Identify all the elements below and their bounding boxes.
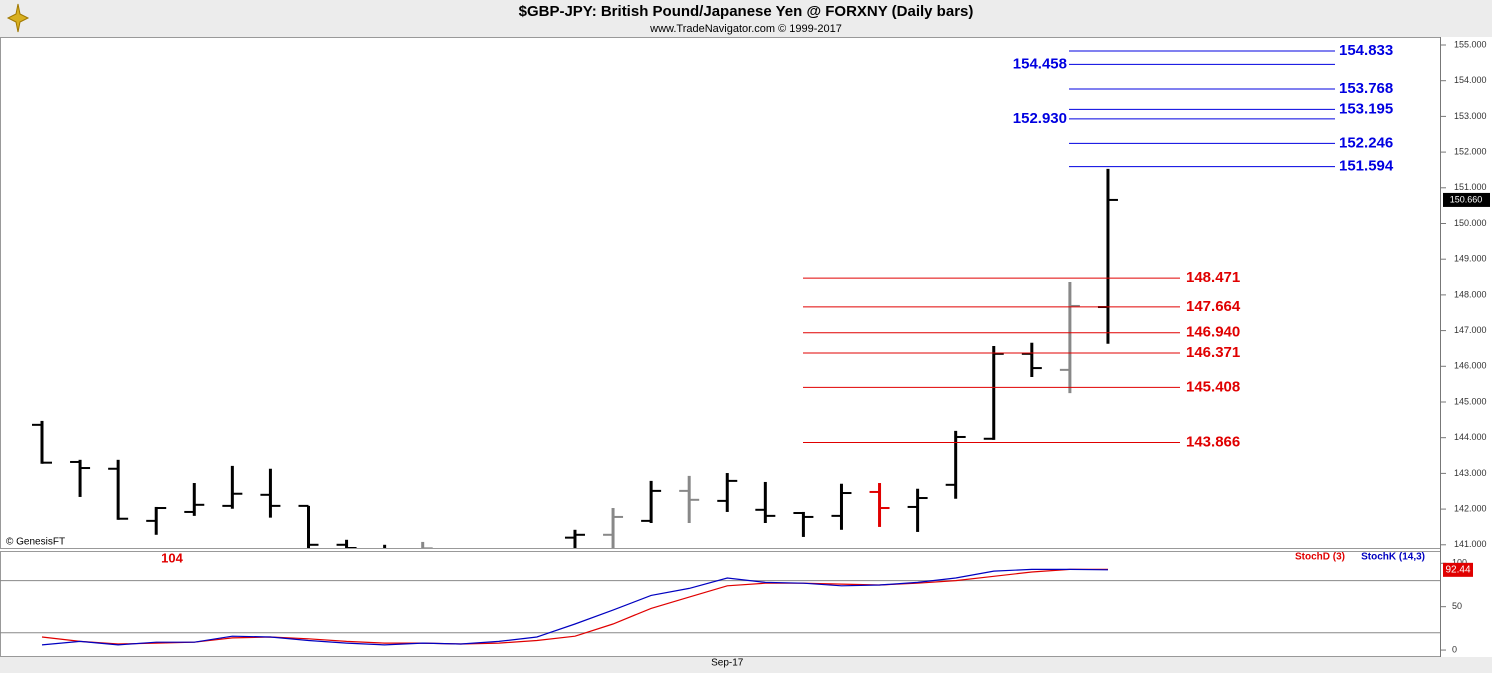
y-tick-label: 0 (1452, 644, 1457, 654)
annotation: 104 (161, 550, 183, 565)
level-label: 153.768 (1339, 80, 1393, 97)
y-tick-label: 155.000 (1454, 39, 1487, 49)
level-label: 152.930 (1013, 110, 1067, 127)
y-tick-label: 141.000 (1454, 539, 1487, 549)
level-label: 145.408 (1186, 378, 1240, 395)
y-tick-label: 142.000 (1454, 503, 1487, 513)
level-label: 152.246 (1339, 134, 1393, 151)
level-label: 154.833 (1339, 42, 1393, 59)
y-tick-label: 143.000 (1454, 468, 1487, 478)
level-label: 148.471 (1186, 269, 1240, 286)
level-label: 154.458 (1013, 55, 1067, 72)
level-label: 153.195 (1339, 100, 1393, 117)
x-axis-strip (0, 657, 1492, 673)
y-tick-label: 50 (1452, 601, 1462, 611)
legend-entry: StochK (14,3) (1361, 552, 1425, 563)
y-tick-label: 148.000 (1454, 289, 1487, 299)
chart-subtitle: www.TradeNavigator.com © 1999-2017 (649, 23, 842, 35)
last-price-tag (1443, 192, 1490, 207)
y-tick-label: 153.000 (1454, 111, 1487, 121)
y-tick-label: 154.000 (1454, 75, 1487, 85)
last-value-tag (1443, 562, 1473, 577)
x-tick-label: Sep-17 (711, 658, 744, 669)
chart-title: $GBP-JPY: British Pound/Japanese Yen @ F… (519, 3, 974, 20)
level-label: 147.664 (1186, 298, 1241, 315)
legend-entry: StochD (3) (1295, 552, 1345, 563)
header (0, 0, 1492, 37)
last-value-label: 92.44 (1445, 564, 1470, 575)
level-label: 146.940 (1186, 324, 1240, 341)
stoch-line (41, 568, 1108, 645)
last-price-label: 150.660 (1450, 194, 1483, 204)
y-tick-label: 151.000 (1454, 182, 1487, 192)
level-label: 151.594 (1339, 158, 1394, 175)
y-tick-label: 147.000 (1454, 325, 1487, 335)
y-tick-label: 145.000 (1454, 396, 1487, 406)
y-tick-label: 149.000 (1454, 254, 1487, 264)
credit: © GenesisFT (6, 537, 65, 548)
y-tick-label: 144.000 (1454, 432, 1487, 442)
logo (6, 3, 30, 33)
y-tick-label: 146.000 (1454, 361, 1487, 371)
stoch-line (41, 568, 1109, 646)
y-tick-label: 152.000 (1454, 146, 1487, 156)
level-label: 143.866 (1186, 433, 1240, 450)
price-plot (32, 168, 1118, 548)
level-label: 146.371 (1186, 344, 1240, 361)
y-tick-label: 100 (1452, 558, 1467, 568)
y-tick-label: 150.000 (1454, 218, 1487, 228)
